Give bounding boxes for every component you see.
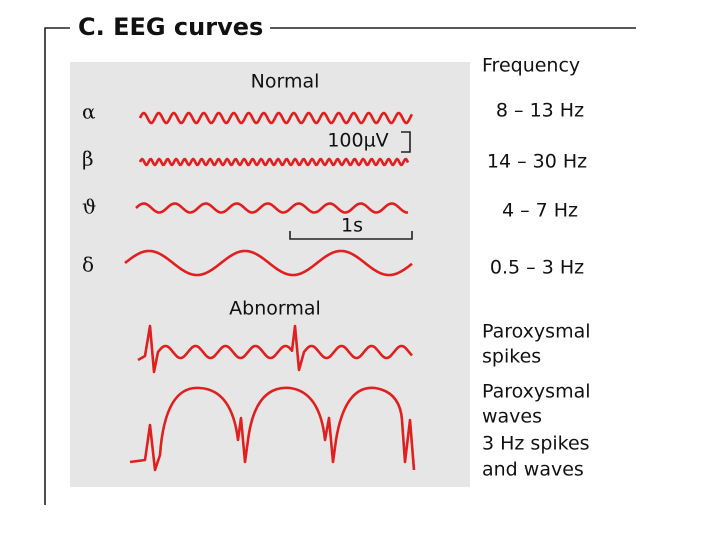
spike-wave-complex xyxy=(129,386,416,472)
delta-wave xyxy=(124,249,413,277)
beta-wave xyxy=(138,157,410,167)
alpha-wave xyxy=(138,111,414,125)
abnormal-desc: waves xyxy=(482,406,542,428)
frequency-header: Frequency xyxy=(482,55,580,77)
abnormal-desc: Paroxysmal xyxy=(482,381,591,403)
spikes-wave xyxy=(137,324,413,374)
symbol: β xyxy=(82,147,94,171)
panel xyxy=(70,62,470,487)
time-scale: 1s xyxy=(341,215,363,237)
time-bar xyxy=(289,231,413,240)
theta-wave xyxy=(135,202,409,214)
abnormal-desc: and waves xyxy=(482,459,584,481)
frequency: 8 – 13 Hz xyxy=(496,100,584,122)
voltage-scale: 100µV xyxy=(327,130,388,152)
symbol: α xyxy=(82,100,96,124)
abnormal-label: Abnormal xyxy=(229,298,321,320)
symbol: δ xyxy=(82,253,94,277)
title: C. EEG curves xyxy=(78,13,263,41)
symbol: ϑ xyxy=(82,195,96,219)
frame xyxy=(44,27,636,505)
normal-label: Normal xyxy=(251,71,320,93)
frequency: 4 – 7 Hz xyxy=(502,200,578,222)
frequency: 14 – 30 Hz xyxy=(487,151,587,173)
frequency: 0.5 – 3 Hz xyxy=(490,257,584,279)
abnormal-desc: spikes xyxy=(482,346,541,368)
voltage-bracket xyxy=(401,131,411,153)
abnormal-desc: 3 Hz spikes xyxy=(482,433,590,455)
abnormal-desc: Paroxysmal xyxy=(482,321,591,343)
